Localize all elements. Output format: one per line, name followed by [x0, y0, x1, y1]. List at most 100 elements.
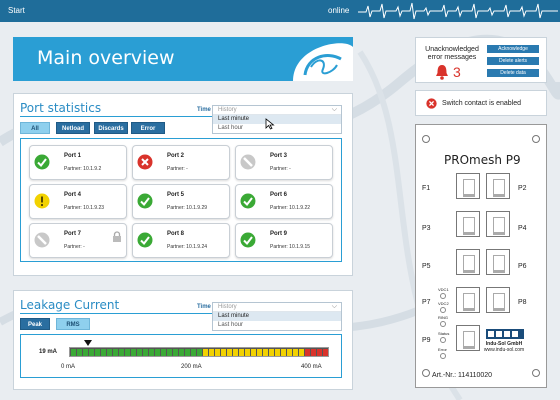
- pointer-icon: [84, 340, 93, 346]
- port-partner: Partner: 10.1.9.29: [167, 205, 208, 211]
- rj45-port-icon: [456, 211, 480, 237]
- port-label-p3: P3: [422, 225, 431, 232]
- start-link[interactable]: Start: [8, 6, 25, 15]
- chevron-down-icon[interactable]: ⌵: [331, 303, 337, 310]
- meter-segment: [95, 349, 100, 356]
- unacknowledged-errors-label: Unacknowledged error messages: [425, 46, 479, 61]
- meter-segment: [83, 349, 88, 356]
- chevron-down-icon[interactable]: ⌵: [331, 106, 337, 113]
- port-grid: Port 1 Partner: 10.1.9.2 Port 2 Partner:…: [20, 138, 342, 262]
- meter-segment: [113, 349, 118, 356]
- meter-segment: [173, 349, 178, 356]
- time-select[interactable]: History ⌵ Last minute Last hour: [212, 105, 342, 134]
- port-name: Port 6: [270, 192, 288, 198]
- port-label-p8: P8: [518, 299, 527, 306]
- port-name: Port 3: [270, 153, 288, 159]
- rj45-port-icon: [486, 287, 510, 313]
- filter-error-button[interactable]: Error: [131, 122, 165, 134]
- port-partner: Partner: -: [270, 166, 291, 172]
- screw-icon: [532, 135, 540, 143]
- port-label-p6: P6: [518, 263, 527, 270]
- meter-segment: [257, 349, 262, 356]
- port-partner: Partner: 10.1.9.15: [270, 244, 311, 250]
- port-name: Port 4: [64, 192, 82, 198]
- port-label-f1: F1: [422, 185, 431, 192]
- lock-icon: [113, 231, 121, 242]
- rms-button[interactable]: RMS: [56, 318, 90, 330]
- meter-segment: [281, 349, 286, 356]
- port-card-8[interactable]: Port 8 Partner: 10.1.9.24: [132, 223, 230, 258]
- port-card-9[interactable]: Port 9 Partner: 10.1.9.15: [235, 223, 333, 258]
- rj45-port-icon: [486, 249, 510, 275]
- port-partner: Partner: 10.1.9.23: [64, 205, 105, 211]
- led-icon: [440, 307, 446, 313]
- acknowledge-button[interactable]: Acknowledge: [487, 45, 539, 53]
- brand-company: Indu-Sol GmbH: [485, 341, 523, 347]
- led-icon: [440, 293, 446, 299]
- time-option-history[interactable]: History: [213, 303, 341, 312]
- time-option-last-minute[interactable]: Last minute: [213, 115, 341, 124]
- check-icon: [34, 154, 50, 170]
- port-card-6[interactable]: Port 6 Partner: 10.1.9.22: [235, 184, 333, 219]
- alerts-panel: Unacknowledged error messages 3 Acknowle…: [415, 37, 547, 83]
- port-partner: Partner: 10.1.9.24: [167, 244, 208, 250]
- meter-segment: [179, 349, 184, 356]
- online-status: online: [328, 6, 350, 15]
- port-name: Port 7: [64, 231, 82, 237]
- filter-all-button[interactable]: All: [20, 122, 50, 134]
- brand-name: Indu-Sol GmbH www.indu-sol.com: [483, 341, 525, 353]
- port-card-2[interactable]: Port 2 Partner: -: [132, 145, 230, 180]
- meter-segment: [317, 349, 322, 356]
- meter-segment: [275, 349, 280, 356]
- port-card-5[interactable]: Port 5 Partner: 10.1.9.29: [132, 184, 230, 219]
- meter-segment: [269, 349, 274, 356]
- time-option-last-minute[interactable]: Last minute: [213, 312, 341, 321]
- switch-contact-text: Switch contact is enabled: [442, 100, 521, 107]
- meter-segment: [161, 349, 166, 356]
- port-name: Port 2: [167, 153, 185, 159]
- port-partner: Partner: -: [64, 244, 85, 250]
- port-card-4[interactable]: Port 4 Partner: 10.1.9.23: [29, 184, 127, 219]
- port-name: Port 8: [167, 231, 185, 237]
- error-icon: [426, 98, 437, 109]
- leakage-time-select[interactable]: History ⌵ Last minute Last hour: [212, 302, 342, 331]
- filter-netload-button[interactable]: Netload: [56, 122, 90, 134]
- led-label: Error: [438, 347, 447, 352]
- warning-icon: [34, 193, 50, 209]
- meter-segment: [71, 349, 76, 356]
- port-card-7[interactable]: Port 7 Partner: -: [29, 223, 127, 258]
- time-option-last-hour[interactable]: Last hour: [218, 125, 244, 131]
- meter-segment: [155, 349, 160, 356]
- port-card-3[interactable]: Port 3 Partner: -: [235, 145, 333, 180]
- time-label: Time: [197, 304, 211, 310]
- check-icon: [137, 232, 153, 248]
- led-label: VDC2: [438, 301, 449, 306]
- meter-segment: [305, 349, 310, 356]
- filter-discards-button[interactable]: Discards: [94, 122, 128, 134]
- check-icon: [240, 232, 256, 248]
- meter-segment: [323, 349, 328, 356]
- peak-button[interactable]: Peak: [20, 318, 50, 330]
- port-card-1[interactable]: Port 1 Partner: 10.1.9.2: [29, 145, 127, 180]
- top-bar: Start online: [0, 0, 560, 22]
- meter-segment: [215, 349, 220, 356]
- rj45-port-icon: [486, 173, 510, 199]
- meter-segment: [77, 349, 82, 356]
- delete-alerts-button[interactable]: Delete alerts: [487, 57, 539, 65]
- time-option-last-hour[interactable]: Last hour: [218, 322, 244, 328]
- check-icon: [240, 193, 256, 209]
- meter-segment: [185, 349, 190, 356]
- error-icon: [137, 154, 153, 170]
- port-label-p2: P2: [518, 185, 527, 192]
- led-label: Status: [438, 331, 450, 336]
- error-count: 3: [453, 64, 461, 80]
- meter-segment: [143, 349, 148, 356]
- port-name: Port 5: [167, 192, 185, 198]
- time-option-history[interactable]: History: [213, 106, 341, 115]
- led-icon: [440, 337, 446, 343]
- mouse-cursor-icon: [265, 118, 275, 130]
- meter-segment: [203, 349, 208, 356]
- delete-data-button[interactable]: Delete data: [487, 69, 539, 77]
- meter-segment: [125, 349, 130, 356]
- rj45-port-icon: [456, 325, 480, 351]
